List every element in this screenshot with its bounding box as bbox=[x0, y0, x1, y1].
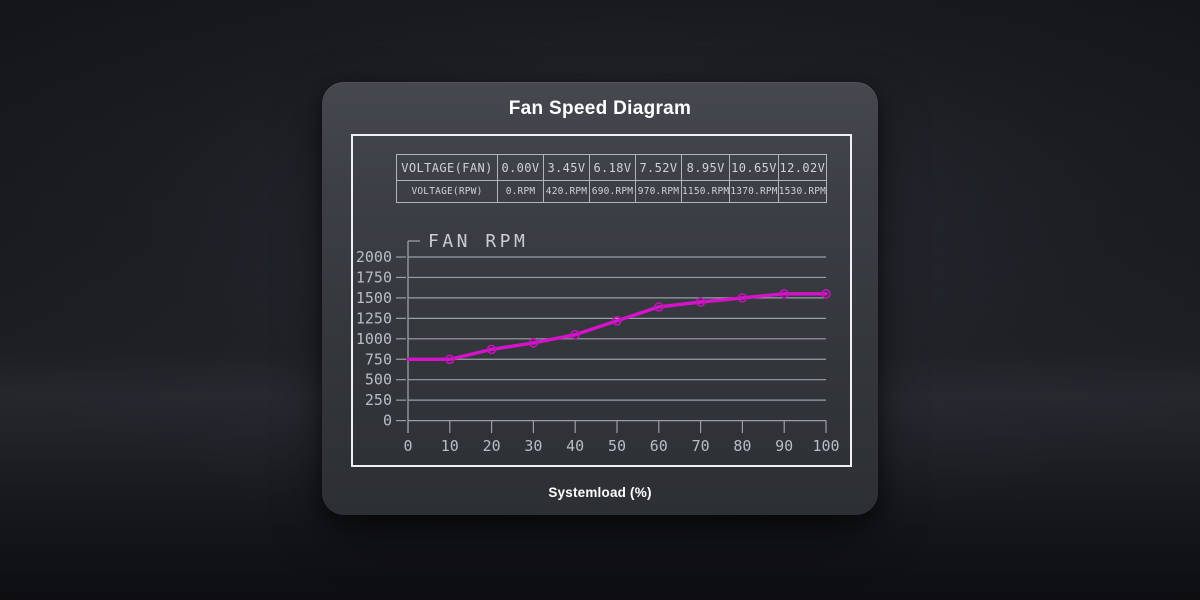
x-tick-label: 80 bbox=[733, 437, 751, 455]
data-point-marker bbox=[821, 289, 831, 299]
data-point-marker bbox=[695, 297, 706, 307]
voltage-table: VOLTAGE(FAN) 0.00V 3.45V 6.18V 7.52V 8.9… bbox=[396, 154, 828, 203]
x-tick-label: 10 bbox=[441, 437, 459, 455]
x-tick-label: 50 bbox=[608, 437, 626, 455]
fan-rpm-series-line bbox=[406, 292, 828, 362]
x-tick-label: 20 bbox=[483, 437, 501, 455]
table-cell: 10.65V bbox=[729, 154, 779, 181]
x-tick-label: 30 bbox=[524, 437, 542, 455]
data-point-marker bbox=[528, 338, 539, 348]
y-tick-label: 250 bbox=[365, 391, 392, 409]
x-tick-label: 70 bbox=[692, 437, 710, 455]
x-tick-label: 90 bbox=[775, 437, 793, 455]
y-tick-label: 1500 bbox=[356, 289, 392, 307]
data-point-marker bbox=[570, 329, 580, 340]
x-tick-label: 60 bbox=[650, 437, 668, 455]
row-label-voltage-rpw: VOLTAGE(RPW) bbox=[396, 180, 498, 203]
table-cell: 420.RPM bbox=[543, 180, 590, 203]
chart-frame: VOLTAGE(FAN) 0.00V 3.45V 6.18V 7.52V 8.9… bbox=[351, 134, 852, 467]
y-tick-label: 1000 bbox=[356, 330, 392, 348]
table-cell: 0.00V bbox=[497, 154, 544, 181]
data-point-marker bbox=[486, 344, 497, 355]
row-label-voltage-fan: VOLTAGE(FAN) bbox=[396, 154, 498, 181]
y-tick-label: 500 bbox=[365, 371, 392, 389]
panel-title: Fan Speed Diagram bbox=[508, 98, 692, 119]
table-cell: 1370.RPM bbox=[729, 180, 779, 203]
y-tick-label: 2000 bbox=[356, 248, 392, 266]
chart-title: FAN RPM bbox=[428, 231, 528, 252]
table-cell: 690.RPM bbox=[589, 180, 636, 203]
fan-speed-panel: Fan Speed Diagram VOLTAGE(FAN) 0.00V 3.4… bbox=[322, 82, 878, 515]
data-point-marker bbox=[445, 354, 455, 365]
x-axis-title: Systemload (%) bbox=[548, 485, 652, 500]
x-tick-label: 0 bbox=[403, 437, 412, 455]
table-cell: 1530.RPM bbox=[777, 180, 828, 203]
fan-rpm-line-chart: 0 250 500 750 1000 1250 1500 1750 2000 FAN RPM 0 10… bbox=[356, 231, 840, 455]
table-cell: 6.18V bbox=[589, 154, 636, 181]
data-point-marker bbox=[612, 316, 622, 326]
y-tick-label: 750 bbox=[365, 350, 392, 368]
data-point-marker bbox=[779, 289, 790, 299]
x-tick-label: 40 bbox=[566, 437, 584, 455]
voltage-rpm-row: VOLTAGE(RPW) 0.RPM 420.RPM 690.RPM 970.R… bbox=[396, 180, 828, 203]
data-point-marker bbox=[653, 302, 664, 312]
y-tick-label: 0 bbox=[383, 412, 392, 430]
voltage-fan-row: VOLTAGE(FAN) 0.00V 3.45V 6.18V 7.52V 8.9… bbox=[396, 154, 828, 181]
table-cell: 1150.RPM bbox=[680, 180, 731, 203]
data-point-marker bbox=[737, 293, 748, 303]
y-tick-label: 1250 bbox=[356, 309, 392, 327]
y-tick-label: 1750 bbox=[356, 268, 392, 286]
table-cell: 12.02V bbox=[777, 154, 828, 181]
x-tick-label: 100 bbox=[812, 437, 839, 455]
